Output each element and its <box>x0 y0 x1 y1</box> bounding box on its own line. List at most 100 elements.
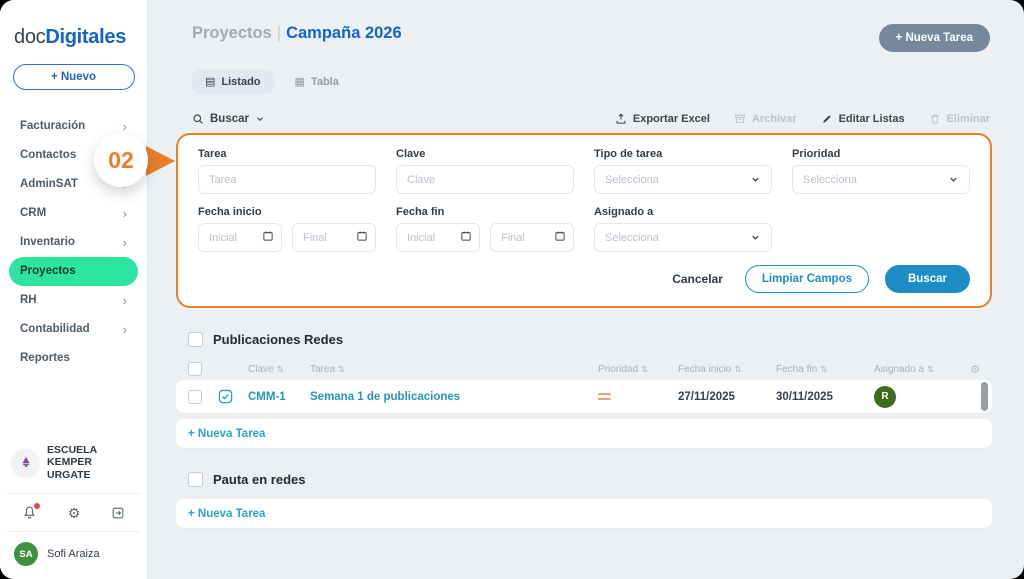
pencil-icon <box>822 115 831 123</box>
section-checkbox[interactable] <box>188 472 203 487</box>
archive-label: Archivar <box>751 113 797 125</box>
search-toggle[interactable]: Buscar <box>192 113 265 125</box>
column-header-fecha-inicio[interactable]: Fecha inicio ⇅ <box>678 364 776 375</box>
column-label: Prioridad <box>598 363 639 375</box>
sidebar-item-label: RH <box>20 294 37 306</box>
calendar-icon[interactable] <box>262 230 274 242</box>
filter-field-tipo: Tipo de tarea Selecciona <box>594 148 772 194</box>
priority-medium-icon <box>598 390 678 403</box>
assignee-avatar[interactable]: R <box>874 385 896 408</box>
clear-fields-button[interactable]: Limpiar Campos <box>744 265 869 293</box>
main-content: Proyectos | Campaña 2026 + Nueva Tarea ▤ L… <box>148 0 1024 579</box>
column-settings-icon[interactable]: ⚙ <box>970 363 980 376</box>
toolbar: Buscar Exportar Excel <box>192 113 990 125</box>
fecha-fin-final-input[interactable] <box>490 223 574 252</box>
section-checkbox[interactable] <box>188 332 203 347</box>
prioridad-select-value: Selecciona <box>803 173 857 186</box>
column-header-prioridad[interactable]: Prioridad ⇅ <box>598 364 678 375</box>
sidebar-item-inventario[interactable]: Inventario › <box>0 228 147 257</box>
column-label: Asignado a <box>874 363 925 375</box>
fecha-inicio-start <box>198 223 282 252</box>
breadcrumb-parent[interactable]: Proyectos <box>192 24 272 42</box>
sidebar: docDigitales + Nuevo Facturación › Conta… <box>0 0 148 579</box>
sidebar-item-reportes[interactable]: Reportes <box>0 344 147 373</box>
scrollbar-thumb[interactable] <box>981 382 988 411</box>
sidebar-item-proyectos[interactable]: Proyectos <box>9 257 138 286</box>
column-header-asignado[interactable]: Asignado a ⇅ <box>874 364 960 375</box>
account-switcher[interactable]: ESCUELA KEMPER URGATE <box>0 434 147 494</box>
search-button[interactable]: Buscar <box>885 265 970 293</box>
current-user[interactable]: SA Sofi Araiza <box>0 532 147 579</box>
notifications-bell-icon[interactable] <box>22 503 40 520</box>
fecha-inicio-inicial-input[interactable] <box>198 223 282 252</box>
filter-panel: Tarea Clave Tipo de tarea Selecciona <box>176 133 992 308</box>
sidebar-quick-icons: ⚙ <box>0 494 147 531</box>
new-button[interactable]: + Nuevo <box>12 64 135 90</box>
tipo-de-tarea-label: Tipo de tarea <box>594 148 663 160</box>
tab-tabla[interactable]: ▦ Tabla <box>282 69 352 94</box>
new-task-link[interactable]: + Nueva Tarea <box>188 427 266 440</box>
sidebar-item-rh[interactable]: RH › <box>0 286 147 315</box>
table-row[interactable]: CMM-1 Semana 1 de publicaciones 27/11/20… <box>176 380 992 413</box>
tipo-de-tarea-select[interactable]: Selecciona <box>594 165 772 194</box>
chevron-down-icon <box>750 232 761 243</box>
clave-label: Clave <box>396 148 426 160</box>
new-task-button[interactable]: + Nueva Tarea <box>878 24 990 52</box>
column-header-clave[interactable]: Clave ⇅ <box>248 364 310 375</box>
cell-fecha-inicio: 27/11/2025 <box>678 390 735 403</box>
column-label: Fecha inicio <box>678 363 732 375</box>
section-pauta-en-redes: Pauta en redes <box>176 472 992 487</box>
chevron-right-icon: › <box>122 205 127 221</box>
chevron-right-icon: › <box>122 292 127 308</box>
sort-icon: ⇅ <box>927 363 935 374</box>
toolbar-actions: Exportar Excel Archivar Editar Listas <box>615 113 990 125</box>
sidebar-item-facturacion[interactable]: Facturación › <box>0 112 147 141</box>
row-checkbox[interactable] <box>188 389 202 404</box>
tab-listado[interactable]: ▤ Listado <box>192 69 274 94</box>
divider <box>6 531 141 532</box>
calendar-icon[interactable] <box>356 230 368 242</box>
asignado-a-select[interactable]: Selecciona <box>594 223 772 252</box>
delete-button[interactable]: Eliminar <box>929 113 990 125</box>
prioridad-select[interactable]: Selecciona <box>792 165 970 194</box>
chevron-down-icon <box>750 174 761 185</box>
chevron-down-icon <box>948 174 959 185</box>
clave-input[interactable] <box>396 165 574 194</box>
export-excel-button[interactable]: Exportar Excel <box>615 113 710 125</box>
fecha-fin-label: Fecha fin <box>396 206 445 218</box>
logo-prefix: doc <box>14 26 46 48</box>
cell-fecha-fin: 30/11/2025 <box>776 390 833 403</box>
cell-clave[interactable]: CMM-1 <box>248 390 286 403</box>
filter-field-clave: Clave <box>396 148 574 194</box>
sidebar-item-crm[interactable]: CRM › <box>0 199 147 228</box>
cell-tarea-link[interactable]: Semana 1 de publicaciones <box>310 390 461 403</box>
fecha-fin-inicial-input[interactable] <box>396 223 480 252</box>
section-title: Pauta en redes <box>213 472 306 487</box>
sort-icon: ⇅ <box>820 363 828 374</box>
task-list: Publicaciones Redes Clave ⇅ Tarea ⇅ Prio… <box>176 332 992 528</box>
sidebar-item-contabilidad[interactable]: Contabilidad › <box>0 315 147 344</box>
filter-field-fecha-inicio: Fecha inicio <box>198 206 376 252</box>
settings-gear-icon[interactable]: ⚙ <box>67 504 81 521</box>
new-task-link[interactable]: + Nueva Tarea <box>188 507 266 520</box>
archive-button[interactable]: Archivar <box>734 113 797 125</box>
annotation-number: 02 <box>108 146 134 173</box>
cancel-button[interactable]: Cancelar <box>666 271 729 287</box>
sidebar-item-label: AdminSAT <box>20 178 78 190</box>
column-header-tarea[interactable]: Tarea ⇅ <box>310 364 598 375</box>
account-logo-avatar <box>12 448 39 476</box>
edit-lists-button[interactable]: Editar Listas <box>821 113 905 125</box>
user-name: Sofi Araiza <box>47 548 100 560</box>
calendar-icon[interactable] <box>554 230 566 242</box>
sidebar-item-contactos[interactable]: Contactos <box>0 141 147 170</box>
prioridad-label: Prioridad <box>792 148 841 160</box>
calendar-icon[interactable] <box>460 230 472 242</box>
select-all-checkbox[interactable] <box>188 362 202 376</box>
fecha-inicio-final-input[interactable] <box>292 223 376 252</box>
column-header-fecha-fin[interactable]: Fecha fin ⇅ <box>776 364 874 375</box>
asignado-a-label: Asignado a <box>594 206 654 218</box>
tarea-input[interactable] <box>198 165 376 194</box>
logout-icon[interactable] <box>111 506 125 520</box>
filter-buttons: Cancelar Limpiar Campos Buscar <box>198 265 970 293</box>
table-header: Clave ⇅ Tarea ⇅ Prioridad ⇅ Fecha inicio… <box>176 360 992 378</box>
